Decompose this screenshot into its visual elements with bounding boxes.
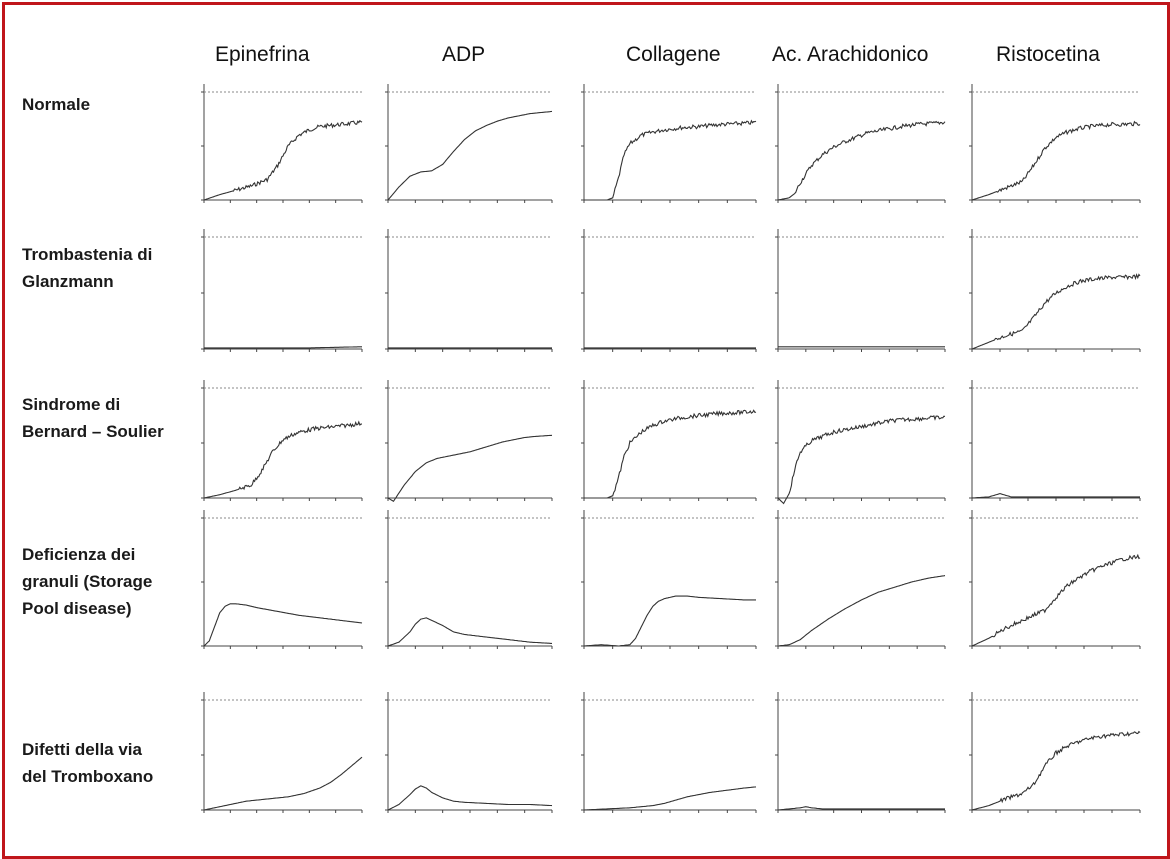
aggregation-curve xyxy=(971,730,1141,811)
row-header-line: Sindrome di xyxy=(22,395,121,414)
aggregation-panel xyxy=(385,380,553,503)
aggregation-curve xyxy=(584,409,757,499)
aggregation-curve xyxy=(971,273,1141,350)
aggregation-panel xyxy=(201,84,363,203)
aggregation-curve xyxy=(971,553,1141,647)
aggregation-panel xyxy=(969,510,1141,649)
aggregation-curve xyxy=(584,119,757,201)
aggregation-panel xyxy=(969,229,1141,352)
aggregation-panel xyxy=(385,84,553,203)
row-header-line: del Tromboxano xyxy=(22,767,154,786)
aggregation-curve xyxy=(203,119,363,201)
aggregation-panel xyxy=(581,692,757,813)
aggregation-panel xyxy=(581,84,757,203)
row-header-glanzmann: Trombastenia di Glanzmann xyxy=(22,241,152,295)
aggregation-panel xyxy=(385,229,553,352)
aggregation-curve xyxy=(583,595,756,647)
aggregation-panel xyxy=(201,510,363,649)
aggregation-panel xyxy=(201,380,363,501)
aggregation-curve xyxy=(777,806,945,811)
aggregation-panel xyxy=(581,510,757,649)
aggregation-curve xyxy=(387,110,553,201)
aggregation-panel xyxy=(775,692,946,813)
aggregation-curve xyxy=(777,120,946,201)
aggregation-curve xyxy=(583,786,757,811)
aggregation-curve xyxy=(387,434,553,503)
column-header-ristocetina: Ristocetina xyxy=(996,43,1100,66)
row-header-line: Deficienza dei xyxy=(22,545,136,564)
row-header-bernard-soulier: Sindrome di Bernard – Soulier xyxy=(22,391,164,445)
aggregation-curve xyxy=(777,575,946,647)
row-header-line: Glanzmann xyxy=(22,272,114,291)
aggregation-curve xyxy=(777,415,946,505)
row-header-line: granuli (Storage xyxy=(22,572,153,591)
aggregation-panel xyxy=(581,229,757,352)
aggregation-panel xyxy=(775,380,946,505)
aggregation-panel xyxy=(775,229,946,352)
aggregation-panel xyxy=(969,84,1141,203)
row-header-line: Bernard – Soulier xyxy=(22,422,164,441)
aggregation-curve xyxy=(387,785,553,811)
column-header-adp: ADP xyxy=(442,43,486,66)
row-header-line: Trombastenia di xyxy=(22,245,153,264)
aggregation-panel xyxy=(969,380,1141,501)
aggregation-panel xyxy=(201,229,363,352)
aggregation-curve xyxy=(203,420,362,499)
aggregation-panel xyxy=(201,692,363,813)
aggregation-panel xyxy=(969,692,1141,813)
aggregation-curve xyxy=(203,756,363,811)
row-header-line: Pool disease) xyxy=(22,599,132,618)
column-header-epinefrina: Epinefrina xyxy=(215,43,310,66)
aggregation-curve xyxy=(387,617,552,647)
row-header-line: Difetti della via xyxy=(22,740,142,759)
aggregation-panel xyxy=(581,380,757,501)
aggregation-curve xyxy=(971,120,1141,201)
aggregation-curve xyxy=(204,346,362,349)
column-header-collagene: Collagene xyxy=(626,43,721,66)
row-header-normale: Normale xyxy=(22,91,90,118)
column-header-ac-arachidonico: Ac. Arachidonico xyxy=(772,43,929,66)
aggregation-panel xyxy=(385,510,553,649)
aggregation-panel xyxy=(775,510,946,649)
aggregation-panel xyxy=(775,84,946,203)
aggregation-panel xyxy=(385,692,553,813)
aggregation-curve xyxy=(203,603,363,647)
row-header-line: Normale xyxy=(22,95,91,114)
aggregation-curve xyxy=(971,493,1140,499)
row-header-storage-pool: Deficienza dei granuli (Storage Pool dis… xyxy=(22,541,152,622)
row-header-tromboxano: Difetti della via del Tromboxano xyxy=(22,736,153,790)
